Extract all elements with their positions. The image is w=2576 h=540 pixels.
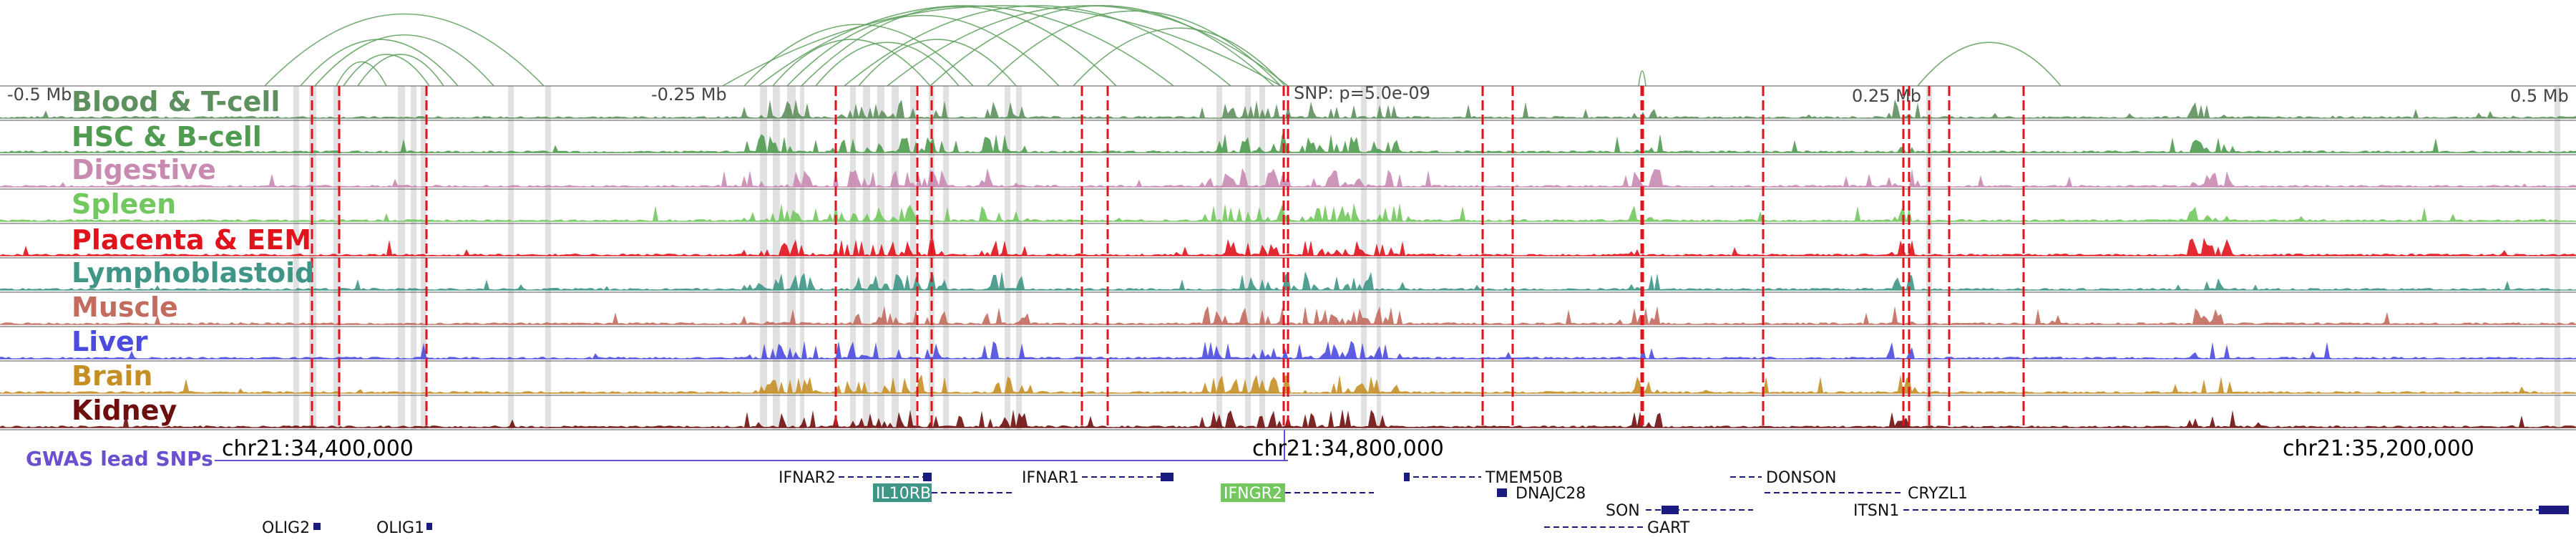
interaction-arc (815, 42, 960, 87)
track-label-liver: Liver (72, 326, 148, 357)
gene-track: IFNAR2 IL10RB IFNAR1 IFNGR2 (262, 469, 2569, 537)
interaction-arc (844, 5, 1231, 87)
axis-label-mid-left: -0.25 Mb (651, 85, 727, 105)
interaction-arc (987, 10, 1282, 87)
gene-cryzl1[interactable]: CRYZL1 (1765, 485, 1968, 503)
interaction-arc (1917, 42, 2062, 87)
axis-label-mid-right: 0.25 Mb (1852, 86, 1921, 106)
gene-gart[interactable]: GART (1544, 519, 1690, 537)
track-label-blood: Blood & T-cell (72, 86, 280, 117)
interaction-arc (743, 24, 974, 87)
snp-label: SNP: p=5.0e-09 (1294, 83, 1430, 103)
track-signal (0, 306, 2576, 324)
track-label-lymphoblastoid: Lymphoblastoid (72, 257, 314, 289)
gene-dnajc28[interactable]: DNAJC28 (1497, 485, 1586, 503)
track-signal (0, 374, 2576, 393)
coord-label-2: chr21:34,800,000 (1252, 436, 1444, 461)
gene-exon-ifnar1 (1161, 473, 1174, 481)
coordinate-axis: GWAS lead SNPs chr21:34,400,000 chr21:34… (26, 430, 2474, 471)
track-label-digestive: Digestive (72, 154, 216, 185)
gene-itsn1[interactable]: ITSN1 (1853, 502, 2569, 520)
interaction-arcs (264, 5, 2062, 87)
track-label-kidney: Kidney (72, 395, 177, 426)
interaction-arc (858, 39, 1017, 87)
gene-exon-dnajc28 (1497, 488, 1507, 497)
gene-olig1[interactable]: OLIG1 (376, 519, 432, 537)
gene-exon-tmem50b (1404, 473, 1410, 481)
gene-exon-olig1 (426, 523, 432, 530)
gene-label-ifnar1: IFNAR1 (1022, 469, 1079, 487)
gene-label-tmem50b: TMEM50B (1485, 469, 1563, 487)
track-signal (0, 238, 2576, 256)
gene-ifnar1[interactable]: IFNAR1 (1022, 469, 1174, 487)
interaction-arc (1638, 70, 1646, 87)
gene-exon-ifnar2 (923, 473, 932, 481)
interaction-arc (1073, 27, 1286, 87)
gene-son[interactable]: SON (1606, 502, 1753, 520)
interaction-arc (722, 5, 1282, 87)
gene-ifngr2[interactable]: IFNGR2 (1221, 483, 1374, 503)
track-labels: Blood & T-cell HSC & B-cell Digestive Sp… (72, 86, 314, 426)
track-label-muscle: Muscle (72, 291, 178, 323)
gene-highlight-il10rb (873, 483, 932, 502)
interaction-arc (357, 54, 444, 87)
gene-tmem50b[interactable]: TMEM50B (1404, 469, 1563, 487)
interaction-arc (314, 34, 494, 87)
gene-ifnar2[interactable]: IFNAR2 (779, 469, 932, 487)
gene-label-il10rb: IL10RB (876, 485, 931, 503)
interaction-arc (801, 6, 1117, 87)
gene-highlight-ifngr2 (1221, 483, 1285, 502)
gene-exon-itsn1 (2539, 506, 2569, 514)
axis-labels: -0.5 Mb -0.25 Mb SNP: p=5.0e-09 0.25 Mb … (7, 83, 2569, 106)
gene-il10rb[interactable]: IL10RB (873, 483, 1012, 503)
track-label-placenta: Placenta & EEM (72, 224, 311, 256)
interaction-arc (336, 61, 387, 87)
interaction-arc (264, 13, 545, 87)
interaction-arc (343, 54, 430, 87)
gene-olig2[interactable]: OLIG2 (262, 519, 321, 537)
gene-exon-son (1662, 506, 1679, 514)
gwas-lead-snps-label: GWAS lead SNPs (26, 447, 213, 471)
gene-exon-olig2 (313, 523, 321, 530)
gene-donson[interactable]: DONSON (1730, 469, 1836, 487)
interaction-arc (772, 39, 931, 87)
gene-label-cryzl1: CRYZL1 (1908, 485, 1968, 503)
axis-label-right: 0.5 Mb (2510, 86, 2569, 106)
coord-label-3: chr21:35,200,000 (2283, 436, 2474, 461)
track-label-spleen: Spleen (72, 188, 176, 220)
gene-label-donson: DONSON (1766, 469, 1836, 487)
gene-label-olig1: OLIG1 (376, 519, 424, 537)
gene-label-ifnar2: IFNAR2 (779, 469, 836, 487)
gwas-lines (311, 86, 2025, 430)
gene-label-son: SON (1606, 502, 1640, 520)
gene-label-itsn1: ITSN1 (1853, 502, 1899, 520)
gene-label-dnajc28: DNAJC28 (1516, 485, 1586, 503)
gene-label-gart: GART (1647, 519, 1690, 537)
track-label-brain: Brain (72, 360, 152, 392)
axis-label-left: -0.5 Mb (7, 85, 72, 105)
track-label-hsc: HSC & B-cell (72, 121, 262, 153)
coord-label-1: chr21:34,400,000 (222, 436, 414, 461)
interaction-arc (786, 14, 1060, 87)
gene-label-ifngr2: IFNGR2 (1224, 485, 1282, 503)
interaction-arc (930, 5, 1274, 87)
gene-label-olig2: OLIG2 (262, 519, 310, 537)
interaction-arc (758, 5, 1174, 87)
